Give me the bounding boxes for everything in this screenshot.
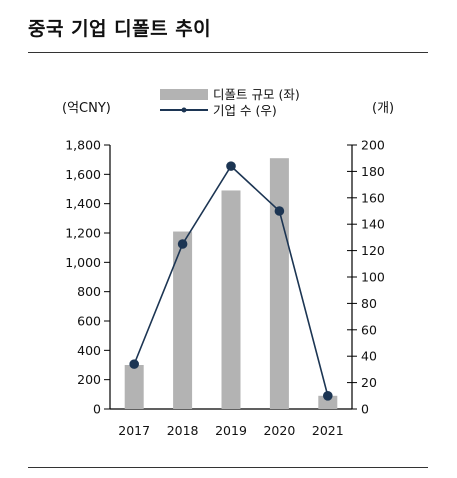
- right-tick-label: 200: [361, 138, 385, 153]
- x-tick-label: 2020: [263, 423, 295, 438]
- bar-2020: [269, 158, 289, 409]
- x-tick-label: 2018: [167, 423, 199, 438]
- right-tick-label: 0: [361, 402, 369, 417]
- left-tick-label: 400: [77, 343, 101, 358]
- right-tick-label: 60: [361, 322, 377, 337]
- left-axis-unit: (억CNY): [62, 101, 111, 116]
- legend-bar-swatch: [160, 89, 208, 100]
- x-tick-label: 2019: [215, 423, 247, 438]
- left-tick-label: 1,200: [65, 226, 101, 241]
- left-tick-label: 1,800: [65, 138, 101, 153]
- right-axis-unit: (개): [372, 101, 394, 116]
- top-divider: [28, 52, 428, 53]
- bar-2018: [173, 231, 193, 409]
- right-tick-label: 120: [361, 243, 385, 258]
- right-tick-label: 140: [361, 217, 385, 232]
- bar-2021: [318, 395, 338, 409]
- legend-line-marker: [181, 107, 187, 113]
- right-tick-label: 100: [361, 270, 385, 285]
- right-tick-label: 80: [361, 296, 377, 311]
- legend-bar-label: 디폴트 규모 (좌): [213, 87, 300, 102]
- line-point-2017: [129, 359, 139, 369]
- chart-title: 중국 기업 디폴트 추이: [28, 18, 212, 40]
- legend-line-label: 기업 수 (우): [213, 103, 277, 118]
- left-tick-label: 1,600: [65, 167, 101, 182]
- left-tick-label: 800: [77, 284, 101, 299]
- line-point-2018: [177, 239, 188, 249]
- line-point-2020: [274, 206, 285, 216]
- right-tick-label: 180: [361, 164, 385, 179]
- x-tick-label: 2017: [118, 423, 150, 438]
- right-tick-label: 40: [361, 349, 377, 364]
- bar-2017: [124, 365, 144, 409]
- right-tick-label: 160: [361, 190, 385, 205]
- bar-2019: [221, 190, 241, 409]
- right-tick-label: 20: [361, 375, 377, 390]
- x-tick-label: 2021: [312, 423, 344, 438]
- left-tick-label: 200: [77, 372, 101, 387]
- left-tick-label: 600: [77, 314, 101, 329]
- left-tick-label: 1,400: [65, 196, 101, 211]
- left-tick-label: 1,000: [65, 255, 101, 270]
- left-tick-label: 0: [93, 402, 101, 417]
- line-point-2019: [226, 161, 236, 171]
- bottom-divider: [28, 467, 428, 468]
- line-point-2021: [323, 391, 333, 401]
